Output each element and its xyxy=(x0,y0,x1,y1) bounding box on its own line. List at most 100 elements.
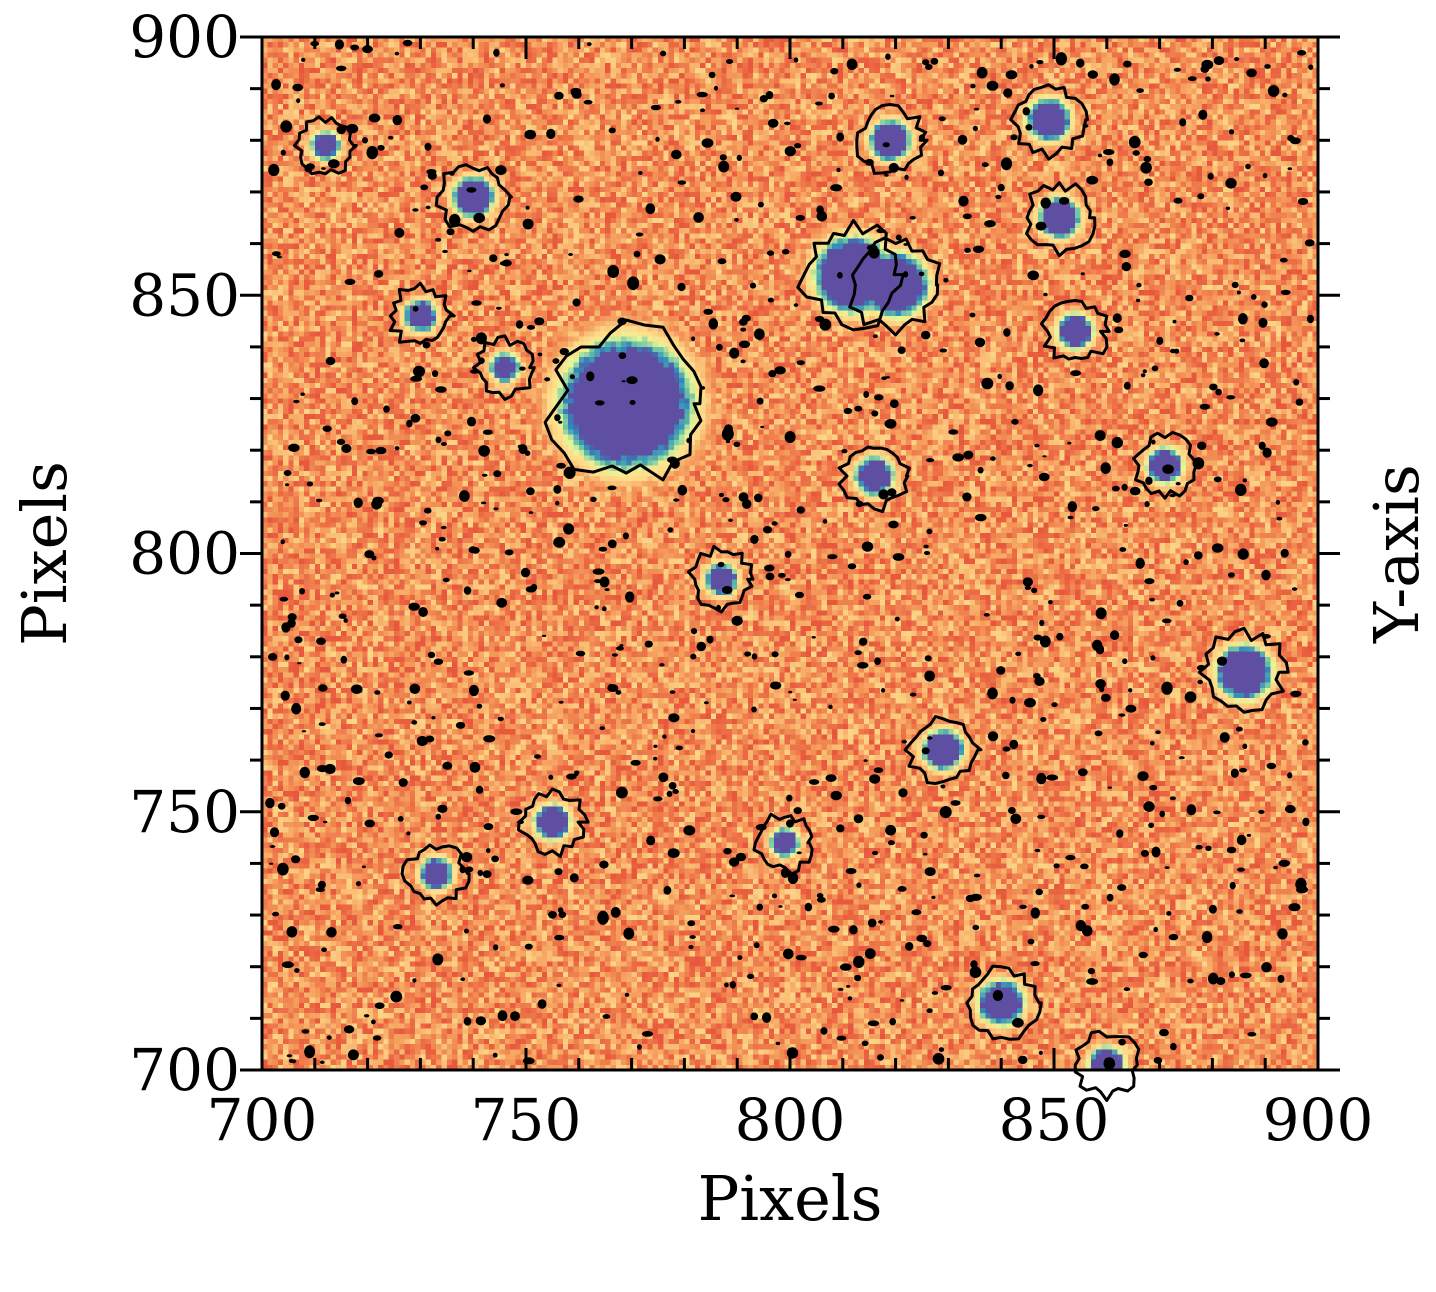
noise-contour xyxy=(615,646,624,651)
noise-contour xyxy=(1111,436,1124,449)
noise-contour xyxy=(921,330,931,340)
noise-contour xyxy=(497,1010,508,1022)
noise-contour xyxy=(872,850,879,856)
noise-contour xyxy=(1035,221,1047,231)
noise-contour xyxy=(322,425,332,432)
noise-contour xyxy=(744,651,752,657)
noise-contour xyxy=(442,249,448,254)
source-contour xyxy=(472,334,536,401)
y-tick-label: 750 xyxy=(129,778,240,846)
noise-contour xyxy=(653,744,658,748)
noise-contour xyxy=(276,255,282,259)
noise-contour xyxy=(1173,197,1183,204)
noise-contour xyxy=(1267,85,1280,97)
noise-contour xyxy=(1161,681,1173,695)
noise-contour xyxy=(825,774,837,782)
noise-contour xyxy=(368,113,381,123)
noise-contour xyxy=(478,357,485,365)
noise-contour xyxy=(930,57,939,65)
noise-contour xyxy=(783,948,794,960)
noise-contour xyxy=(881,376,887,381)
noise-contour xyxy=(819,318,832,331)
source-contour xyxy=(434,163,513,233)
noise-contour xyxy=(977,466,984,474)
noise-contour xyxy=(828,92,835,100)
noise-contour xyxy=(878,920,883,924)
noise-contour xyxy=(1278,859,1291,867)
noise-contour xyxy=(1150,655,1156,661)
noise-contour xyxy=(997,373,1002,379)
noise-contour xyxy=(1261,301,1268,309)
noise-contour xyxy=(1185,294,1194,302)
noise-contour xyxy=(328,159,340,169)
noise-contour xyxy=(958,195,969,207)
noise-contour xyxy=(374,733,383,738)
noise-contour xyxy=(459,865,466,874)
noise-contour xyxy=(846,58,858,70)
noise-contour xyxy=(1302,739,1309,746)
noise-contour xyxy=(1164,866,1170,869)
noise-contour xyxy=(788,690,793,694)
noise-contour xyxy=(524,943,533,950)
noise-contour xyxy=(877,1054,884,1061)
noise-contour xyxy=(1117,884,1127,891)
noise-contour xyxy=(836,132,845,142)
noise-contour xyxy=(1282,92,1288,98)
noise-contour xyxy=(424,142,432,151)
noise-contour xyxy=(493,48,500,57)
noise-contour xyxy=(974,513,987,522)
noise-contour xyxy=(351,397,359,406)
noise-contour xyxy=(1024,585,1032,591)
noise-contour xyxy=(599,576,610,588)
noise-contour xyxy=(921,747,930,755)
noise-contour xyxy=(1179,118,1187,127)
noise-contour xyxy=(728,857,740,867)
noise-contour xyxy=(986,80,999,91)
noise-contour xyxy=(962,492,972,502)
noise-contour xyxy=(1266,417,1278,427)
noise-contour xyxy=(972,125,979,132)
noise-contour xyxy=(1156,336,1164,345)
noise-contour xyxy=(495,165,507,176)
noise-contour xyxy=(926,1008,933,1013)
noise-contour xyxy=(515,320,524,329)
noise-contour xyxy=(874,657,881,665)
noise-contour xyxy=(630,759,641,766)
noise-contour xyxy=(1236,726,1243,732)
noise-contour xyxy=(442,577,450,583)
noise-contour xyxy=(1291,587,1298,591)
noise-contour xyxy=(716,604,721,611)
noise-contour xyxy=(1242,478,1248,483)
noise-contour xyxy=(510,1011,520,1021)
noise-contour xyxy=(1284,805,1296,814)
noise-contour xyxy=(1196,664,1206,671)
noise-contour xyxy=(374,270,384,278)
noise-contour xyxy=(299,766,310,779)
noise-contour xyxy=(725,59,734,64)
noise-contour xyxy=(754,328,765,341)
noise-contour xyxy=(553,536,566,548)
noise-contour xyxy=(1002,746,1011,752)
noise-contour xyxy=(784,550,792,558)
noise-contour xyxy=(756,397,764,405)
noise-contour xyxy=(432,370,439,378)
noise-contour xyxy=(1178,756,1185,760)
noise-contour xyxy=(804,902,813,912)
noise-contour xyxy=(483,735,496,743)
noise-contour xyxy=(869,774,881,784)
noise-contour xyxy=(1039,635,1051,648)
noise-contour xyxy=(1123,381,1131,390)
noise-contour xyxy=(1121,262,1132,272)
noise-contour xyxy=(318,684,328,692)
noise-contour xyxy=(1092,506,1100,512)
noise-contour xyxy=(409,683,421,694)
noise-contour xyxy=(981,377,994,390)
noise-contour xyxy=(749,282,757,289)
noise-contour xyxy=(371,1019,376,1025)
x-tick-label: 750 xyxy=(471,1086,582,1154)
noise-contour xyxy=(1302,817,1310,827)
x-axis-label: Pixels xyxy=(698,1162,883,1235)
noise-contour xyxy=(519,366,526,371)
noise-contour xyxy=(279,596,289,602)
noise-contour xyxy=(1019,904,1027,909)
